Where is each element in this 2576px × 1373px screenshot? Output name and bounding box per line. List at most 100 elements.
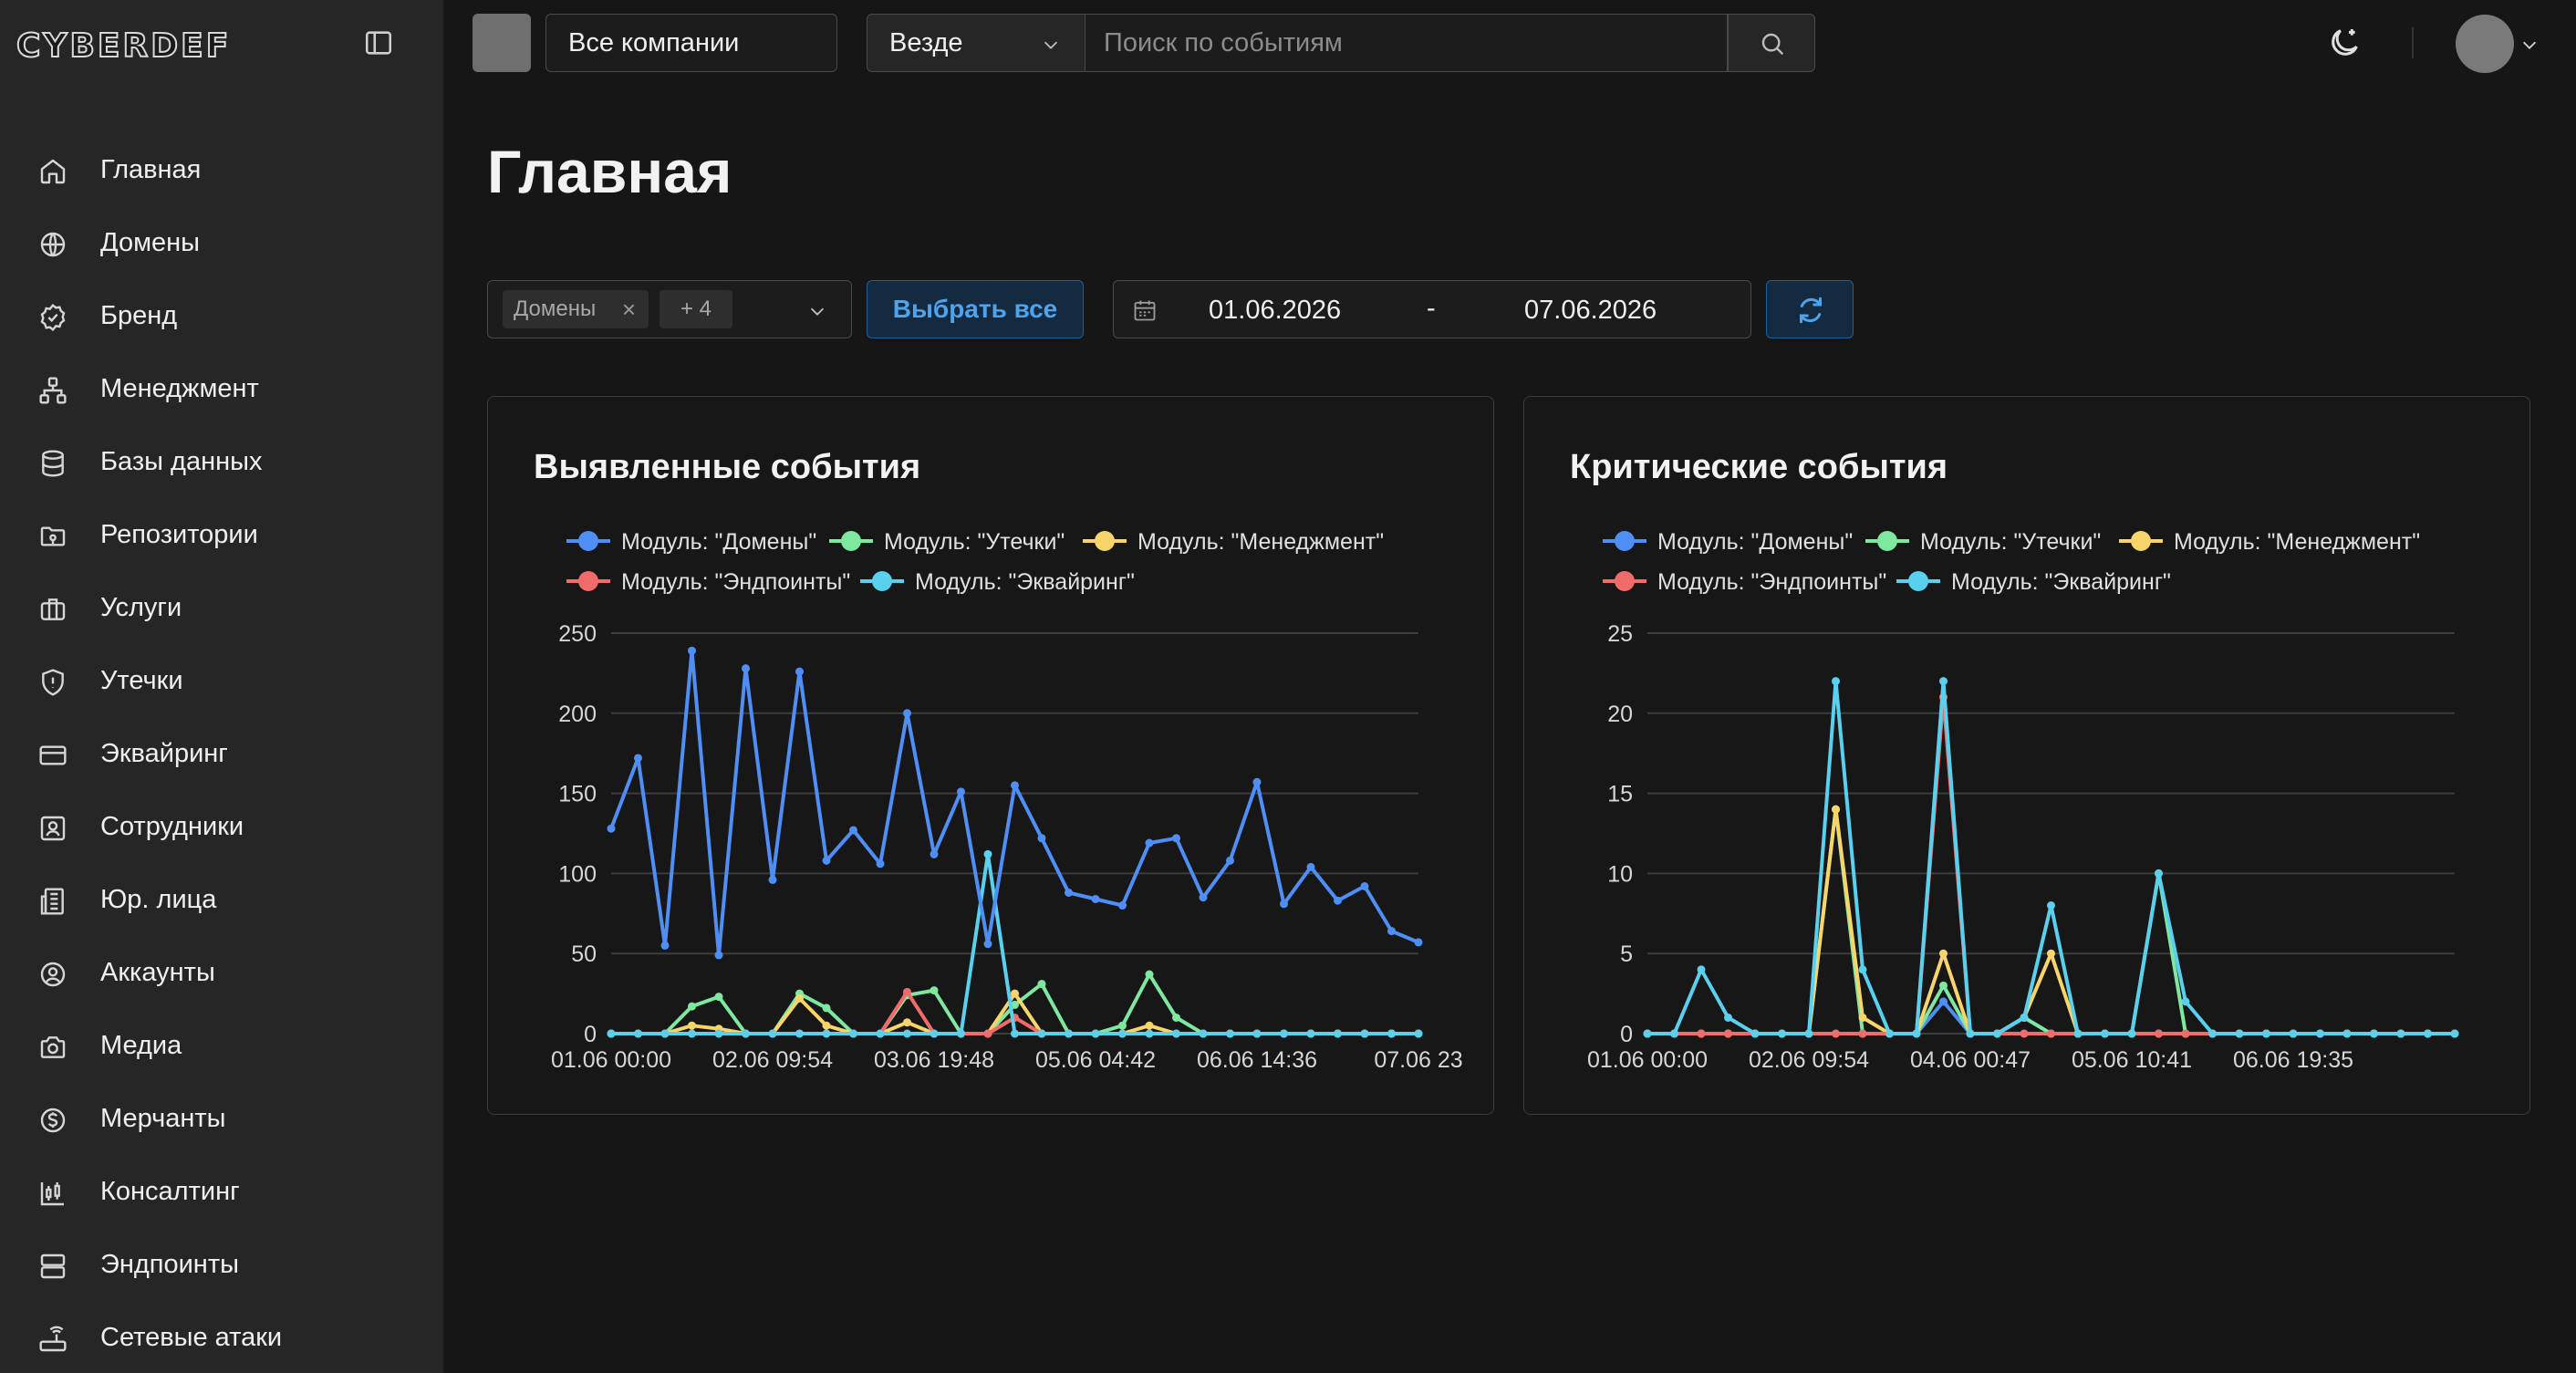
- y-tick-label: 5: [1620, 941, 1633, 967]
- data-point: [2101, 1029, 2109, 1038]
- data-point: [849, 826, 857, 835]
- filter-tag-label: Домены: [514, 296, 597, 321]
- legend-marker: [1908, 571, 1928, 591]
- sidebar-item-legal-entities[interactable]: Юр. лица: [0, 863, 443, 936]
- legend-item: Модуль: "Домены": [1603, 529, 1853, 555]
- briefcase-icon: [38, 595, 68, 624]
- series-line: [1647, 807, 2455, 1035]
- data-point: [1832, 805, 1840, 814]
- data-point: [1697, 965, 1706, 974]
- page-title: Главная: [487, 138, 732, 205]
- data-point: [2424, 1029, 2432, 1038]
- sidebar-item-brand[interactable]: Бренд: [0, 279, 443, 352]
- search-input[interactable]: [1085, 14, 1728, 72]
- data-point: [1858, 1013, 1867, 1022]
- sidebar-item-home[interactable]: Главная: [0, 133, 443, 206]
- series-line: [1647, 679, 2455, 1035]
- sidebar-item-repositories[interactable]: Репозитории: [0, 498, 443, 571]
- sidebar-item-network-attacks[interactable]: Сетевые атаки: [0, 1301, 443, 1373]
- data-point: [1858, 1029, 1867, 1038]
- data-point: [1091, 1029, 1100, 1038]
- data-point: [607, 1029, 616, 1038]
- data-point: [2155, 869, 2163, 878]
- y-tick-label: 0: [1620, 1022, 1633, 1047]
- data-point: [1091, 894, 1100, 903]
- search-scope-value: Везде: [889, 28, 963, 57]
- data-point: [1280, 900, 1288, 909]
- shield-alert-icon: [38, 668, 68, 697]
- data-point: [1226, 1029, 1234, 1038]
- data-point: [2262, 1029, 2270, 1038]
- data-point: [607, 824, 616, 833]
- data-point: [742, 1029, 750, 1038]
- data-point: [2181, 1029, 2190, 1038]
- data-point: [1750, 1029, 1760, 1038]
- data-point: [876, 859, 885, 869]
- router-icon: [38, 1325, 68, 1354]
- sidebar-item-domains[interactable]: Домены: [0, 206, 443, 279]
- data-point: [1145, 838, 1154, 848]
- data-point: [983, 940, 992, 949]
- close-icon[interactable]: ×: [621, 296, 636, 323]
- search-scope-select[interactable]: Везде: [867, 14, 1085, 72]
- x-tick-label: 06.06 14:36: [1197, 1047, 1317, 1073]
- select-all-button[interactable]: Выбрать все: [867, 280, 1084, 338]
- data-point: [1145, 1021, 1154, 1030]
- theme-toggle-button[interactable]: [2326, 25, 2363, 61]
- camera-icon: [38, 1033, 68, 1062]
- legend-marker: [1095, 531, 1115, 551]
- chevron-down-icon[interactable]: [2519, 35, 2540, 55]
- module-filter-select[interactable]: Домены × + 4: [487, 280, 852, 338]
- data-point: [1334, 1029, 1342, 1038]
- data-point: [983, 849, 992, 858]
- legend-item: Модуль: "Утечки": [1865, 529, 2101, 555]
- sidebar-item-endpoints[interactable]: Эндпоинты: [0, 1228, 443, 1301]
- data-point: [688, 1002, 696, 1011]
- user-avatar[interactable]: [2456, 15, 2514, 73]
- data-point: [1858, 965, 1867, 974]
- data-point: [822, 1029, 831, 1038]
- sidebar-item-media[interactable]: Медиа: [0, 1009, 443, 1082]
- date-range-picker[interactable]: 01.06.2026 - 07.06.2026: [1113, 280, 1751, 338]
- sidebar-item-merchants[interactable]: Мерчанты: [0, 1082, 443, 1155]
- data-point: [1360, 881, 1369, 890]
- sidebar-nav: Главная Домены Бренд Менеджмент Базы дан…: [0, 133, 443, 1373]
- data-point: [2289, 1029, 2298, 1038]
- date-to[interactable]: 07.06.2026: [1524, 296, 1657, 325]
- data-point: [1414, 938, 1423, 947]
- sidebar-toggle-icon[interactable]: [363, 27, 394, 58]
- sidebar-item-leaks[interactable]: Утечки: [0, 644, 443, 717]
- legend-marker: [1615, 571, 1635, 591]
- date-from[interactable]: 01.06.2026: [1209, 296, 1342, 325]
- sidebar-item-acquiring[interactable]: Эквайринг: [0, 717, 443, 790]
- sidebar-item-employees[interactable]: Сотрудники: [0, 790, 443, 863]
- data-point: [1939, 997, 1948, 1006]
- series-4: [1643, 677, 2459, 1038]
- data-point: [1037, 1029, 1046, 1038]
- refresh-button[interactable]: [1766, 280, 1854, 338]
- series-2: [1643, 805, 2459, 1038]
- data-point: [660, 941, 670, 950]
- legend-marker: [1877, 531, 1897, 551]
- legend-label: Модуль: "Эквайринг": [1951, 569, 2171, 595]
- sidebar-item-consulting[interactable]: Консалтинг: [0, 1155, 443, 1228]
- series-line: [1647, 695, 2455, 1035]
- moon-star-icon: [2332, 29, 2358, 56]
- sidebar-item-accounts[interactable]: Аккаунты: [0, 936, 443, 1009]
- series-line: [1647, 999, 2455, 1035]
- sidebar-item-label: Эндпоинты: [100, 1249, 239, 1279]
- company-avatar[interactable]: [473, 14, 531, 72]
- legend-item: Модуль: "Утечки": [829, 529, 1065, 555]
- data-point: [1172, 1029, 1180, 1038]
- y-tick-label: 0: [584, 1022, 597, 1047]
- data-point: [1226, 856, 1234, 865]
- legend-label: Модуль: "Эквайринг": [915, 569, 1135, 595]
- logo: CYBERDEF: [16, 26, 232, 66]
- sidebar-item-management[interactable]: Менеджмент: [0, 352, 443, 425]
- data-point: [714, 993, 723, 1002]
- sidebar-item-services[interactable]: Услуги: [0, 571, 443, 644]
- sidebar-item-databases[interactable]: Базы данных: [0, 425, 443, 498]
- data-point: [2073, 1029, 2083, 1038]
- company-select[interactable]: Все компании: [545, 14, 837, 72]
- search-button[interactable]: [1728, 14, 1815, 72]
